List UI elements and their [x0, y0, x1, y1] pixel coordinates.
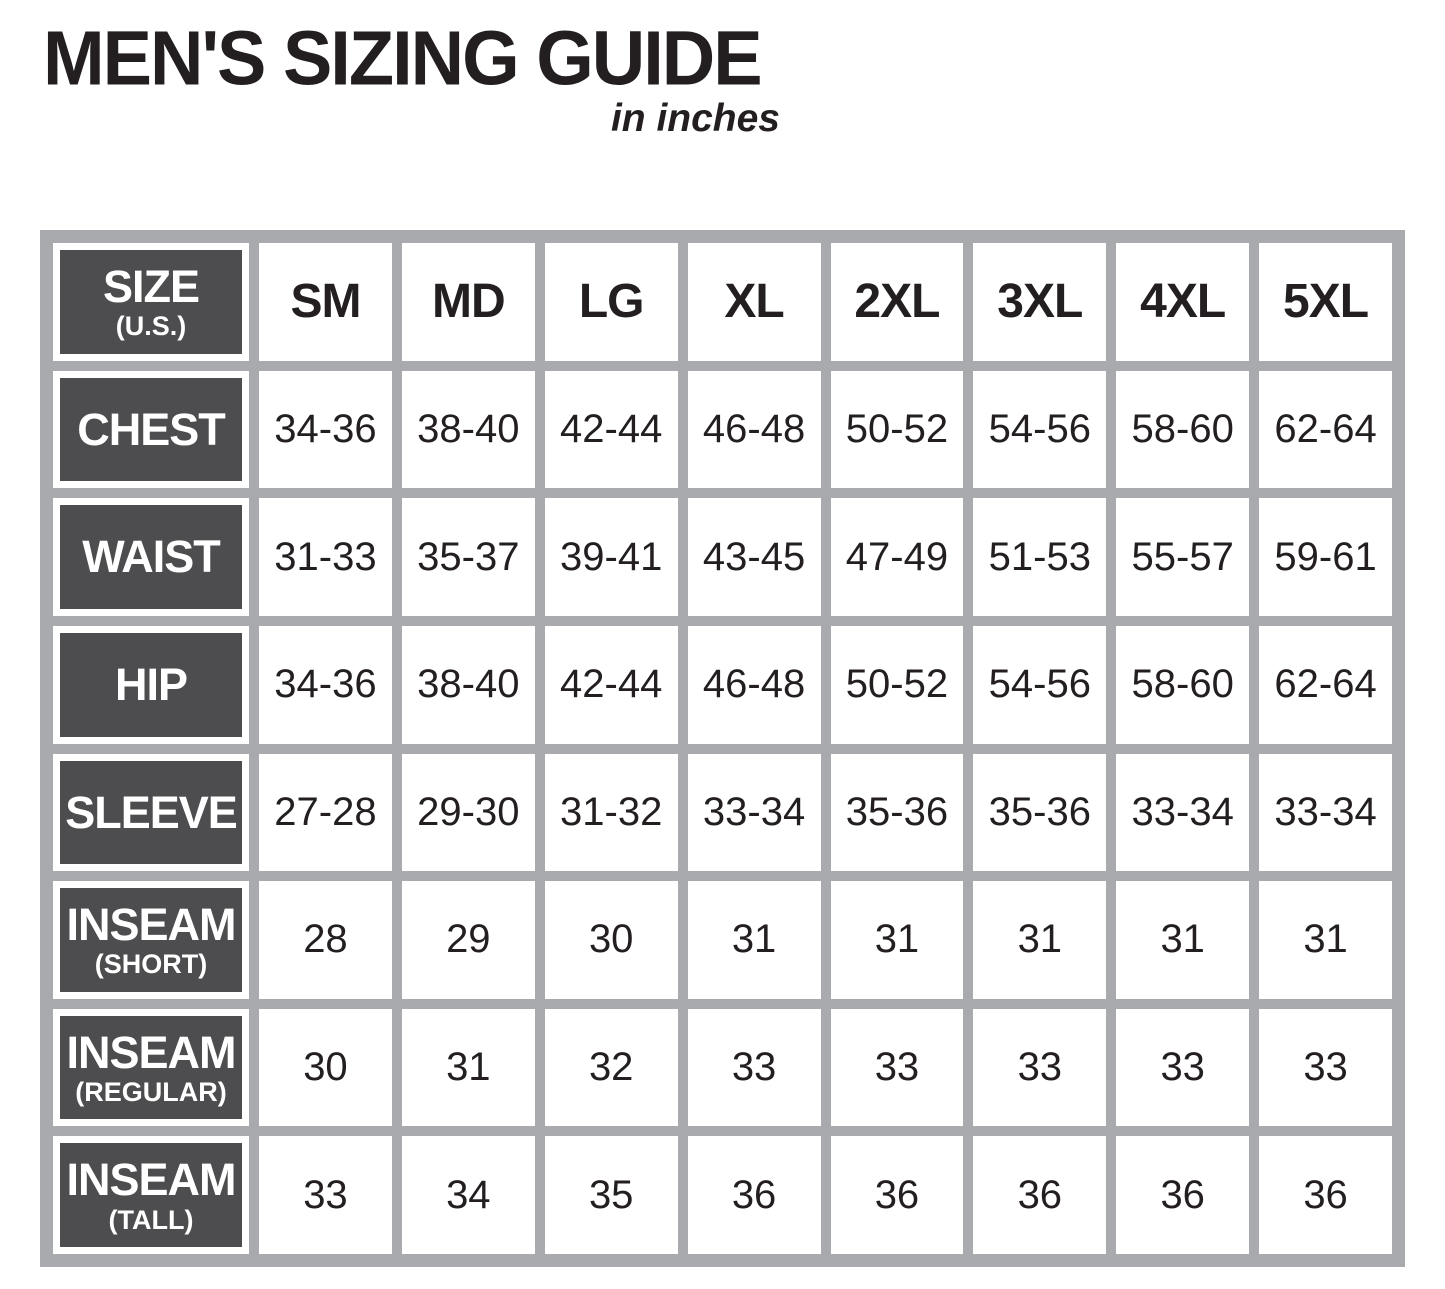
size-value-cell: 36	[687, 1136, 821, 1254]
column-header-lg: LG	[544, 243, 678, 361]
column-header-md: MD	[401, 243, 535, 361]
row-label-sub: (TALL)	[108, 1204, 194, 1235]
row-label-inner: INSEAM (SHORT)	[60, 888, 242, 992]
corner-header-cell: SIZE (U.S.)	[53, 243, 249, 361]
size-value-cell: 33-34	[1259, 753, 1392, 872]
size-value-cell: 58-60	[1116, 370, 1250, 489]
size-value-cell: 54-56	[973, 370, 1107, 489]
size-value-cell: 32	[544, 1008, 678, 1127]
size-value-cell: 28	[259, 881, 392, 999]
size-value-cell: 29	[401, 881, 535, 999]
row-label-main: CHEST	[77, 403, 226, 455]
row-label-inner: HIP	[60, 632, 242, 737]
size-value-cell: 47-49	[830, 498, 964, 616]
row-label-main: WAIST	[82, 531, 220, 583]
row-label-main: INSEAM	[66, 1154, 236, 1206]
column-header-sm: SM	[259, 243, 392, 361]
column-header-4xl: 4XL	[1116, 243, 1250, 361]
size-value-cell: 30	[259, 1008, 392, 1127]
size-value-cell: 36	[1259, 1136, 1392, 1254]
row-label-cell: SLEEVE	[53, 753, 249, 872]
size-value-cell: 55-57	[1116, 498, 1250, 616]
size-value-cell: 34-36	[259, 625, 392, 744]
size-value-cell: 31	[973, 881, 1107, 999]
size-value-cell: 27-28	[259, 753, 392, 872]
size-value-cell: 33	[973, 1008, 1107, 1127]
size-value-cell: 30	[544, 881, 678, 999]
size-value-cell: 31-33	[259, 498, 392, 616]
size-value-cell: 36	[973, 1136, 1107, 1254]
size-value-cell: 31-32	[544, 753, 678, 872]
page-title: MEN'S SIZING GUIDE	[43, 15, 763, 102]
size-value-cell: 33-34	[687, 753, 821, 872]
size-value-cell: 59-61	[1259, 498, 1392, 616]
size-value-cell: 31	[1259, 881, 1392, 999]
size-value-cell: 42-44	[544, 370, 678, 489]
size-value-cell: 35-37	[401, 498, 535, 616]
row-label-sub: (SHORT)	[94, 949, 208, 980]
size-value-cell: 35-36	[830, 753, 964, 872]
size-value-cell: 46-48	[687, 625, 821, 744]
row-label-main: SLEEVE	[65, 786, 238, 838]
size-value-cell: 29-30	[401, 753, 535, 872]
row-label-cell: INSEAM (TALL)	[53, 1136, 249, 1254]
row-label-main: HIP	[114, 659, 188, 711]
column-header-5xl: 5XL	[1259, 243, 1392, 361]
size-value-cell: 35-36	[973, 753, 1107, 872]
size-value-cell: 33	[830, 1008, 964, 1127]
size-value-cell: 46-48	[687, 370, 821, 489]
size-value-cell: 62-64	[1259, 625, 1392, 744]
size-value-cell: 38-40	[401, 370, 535, 489]
row-label-inner: INSEAM (TALL)	[60, 1143, 242, 1247]
size-value-cell: 39-41	[544, 498, 678, 616]
sizing-table: SIZE (U.S.) SM MD LG XL 2XL 3XL 4XL 5XL CHEST 34-36…	[40, 230, 1405, 1267]
size-value-cell: 50-52	[830, 370, 964, 489]
column-header-2xl: 2XL	[830, 243, 964, 361]
size-value-cell: 50-52	[830, 625, 964, 744]
size-value-cell: 36	[1116, 1136, 1250, 1254]
size-value-cell: 58-60	[1116, 625, 1250, 744]
size-value-cell: 33	[687, 1008, 821, 1127]
size-value-cell: 31	[687, 881, 821, 999]
column-header-3xl: 3XL	[973, 243, 1107, 361]
size-value-cell: 31	[830, 881, 964, 999]
size-value-cell: 51-53	[973, 498, 1107, 616]
row-label-cell: INSEAM (SHORT)	[53, 881, 249, 999]
row-label-inner: CHEST	[60, 377, 242, 482]
corner-header-sub: (U.S.)	[115, 311, 187, 342]
corner-header-main: SIZE	[102, 261, 200, 313]
size-value-cell: 31	[1116, 881, 1250, 999]
size-value-cell: 62-64	[1259, 370, 1392, 489]
corner-header-inner: SIZE (U.S.)	[60, 250, 242, 354]
row-label-inner: SLEEVE	[60, 760, 242, 865]
size-value-cell: 54-56	[973, 625, 1107, 744]
size-value-cell: 35	[544, 1136, 678, 1254]
size-value-cell: 42-44	[544, 625, 678, 744]
size-value-cell: 34-36	[259, 370, 392, 489]
row-label-cell: CHEST	[53, 370, 249, 489]
row-label-sub: (REGULAR)	[75, 1077, 227, 1108]
column-header-xl: XL	[687, 243, 821, 361]
row-label-main: INSEAM	[66, 1026, 236, 1078]
row-label-inner: INSEAM (REGULAR)	[60, 1015, 242, 1120]
page-subtitle: in inches	[610, 97, 780, 140]
size-value-cell: 33	[259, 1136, 392, 1254]
size-value-cell: 33-34	[1116, 753, 1250, 872]
size-value-cell: 38-40	[401, 625, 535, 744]
row-label-cell: WAIST	[53, 498, 249, 616]
size-value-cell: 33	[1259, 1008, 1392, 1127]
size-value-cell: 43-45	[687, 498, 821, 616]
size-value-cell: 33	[1116, 1008, 1250, 1127]
row-label-cell: INSEAM (REGULAR)	[53, 1008, 249, 1127]
row-label-cell: HIP	[53, 625, 249, 744]
size-value-cell: 36	[830, 1136, 964, 1254]
row-label-main: INSEAM	[66, 899, 236, 951]
size-value-cell: 34	[401, 1136, 535, 1254]
size-value-cell: 31	[401, 1008, 535, 1127]
row-label-inner: WAIST	[60, 505, 242, 609]
